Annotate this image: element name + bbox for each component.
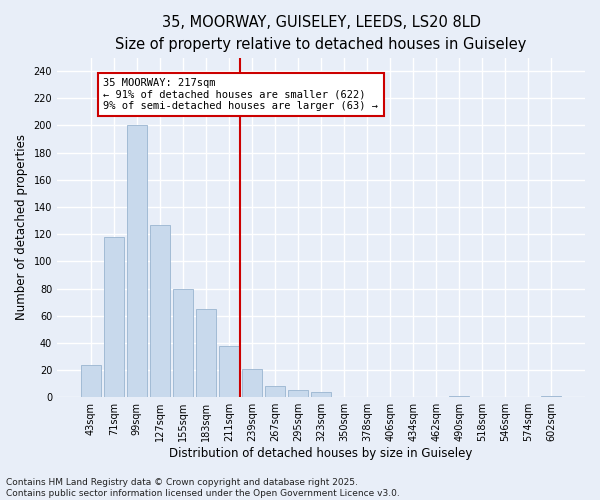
Bar [150, 224, 170, 397]
Text: Contains HM Land Registry data © Crown copyright and database right 2025.
Contai: Contains HM Land Registry data © Crown c… [6, 478, 400, 498]
Y-axis label: Number of detached properties: Number of detached properties [15, 134, 28, 320]
Bar [311, 392, 331, 397]
Bar [449, 396, 469, 397]
Bar [196, 309, 216, 397]
Bar [104, 237, 124, 397]
X-axis label: Distribution of detached houses by size in Guiseley: Distribution of detached houses by size … [169, 447, 473, 460]
Bar [288, 390, 308, 397]
Bar [173, 288, 193, 397]
Bar [265, 386, 285, 397]
Text: 35 MOORWAY: 217sqm
← 91% of detached houses are smaller (622)
9% of semi-detache: 35 MOORWAY: 217sqm ← 91% of detached hou… [103, 78, 379, 111]
Bar [219, 346, 239, 397]
Bar [541, 396, 561, 397]
Title: 35, MOORWAY, GUISELEY, LEEDS, LS20 8LD
Size of property relative to detached hou: 35, MOORWAY, GUISELEY, LEEDS, LS20 8LD S… [115, 15, 527, 52]
Bar [242, 368, 262, 397]
Bar [81, 364, 101, 397]
Bar [127, 126, 146, 397]
